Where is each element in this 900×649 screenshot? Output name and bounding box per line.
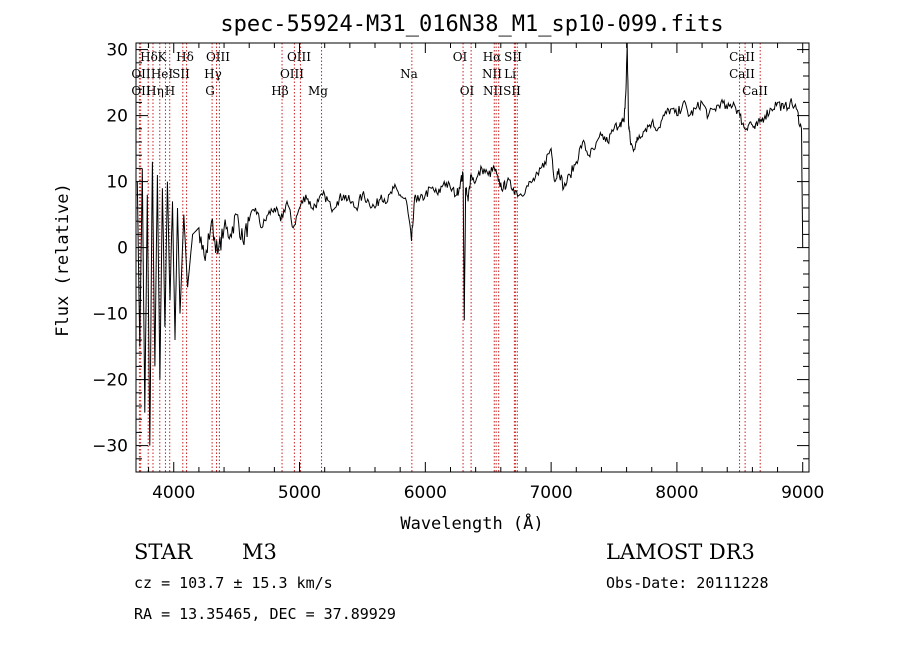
chart-title: spec-55924-M31_016N38_M1_sp10-099.fits [220,12,723,37]
obs-date: Obs-Date: 20111228 [606,574,769,592]
line-label-row3-9: CaII [742,84,768,98]
survey-name: LAMOST DR3 [606,540,755,564]
x-tick-label-4000: 4000 [152,483,195,503]
line-label-row3-1: Hη [146,84,164,98]
x-tick-label-6000: 6000 [404,483,447,503]
x-tick-label-8000: 8000 [655,483,698,503]
line-label-row2-2: SII [172,67,190,81]
y-axis-label: Flux (relative) [53,183,73,337]
y-tick-label--10: −10 [92,305,128,325]
line-label-row2-8: CaII [729,67,755,81]
coordinates: RA = 13.35465, DEC = 37.89929 [134,605,396,623]
line-label-row1-0: Hδ [140,50,158,64]
y-tick-label-0: 0 [117,239,128,259]
y-axis-ticks: −30 −20 −10 0 10 20 30 [92,41,809,460]
flux-series [136,42,804,446]
line-label-row1-6: Hα [483,50,502,64]
line-label-row1-1: K [158,50,168,64]
x-axis-ticks: 4000 5000 6000 7000 8000 9000 [148,43,824,503]
y-tick-label-30: 30 [106,41,128,61]
line-label-row3-4: Hβ [271,84,288,98]
line-label-row2-5: Na [400,67,418,81]
line-label-row1-8: CaII [729,50,755,64]
x-tick-label-9000: 9000 [781,483,824,503]
flux-line [136,42,804,446]
y-tick-label-10: 10 [106,173,128,193]
object-class: STAR [134,540,193,564]
line-label-row1-2: Hδ [176,50,194,64]
line-label-row2-7: Li [504,67,516,81]
redshift-text: cz = 103.7 ± 15.3 km/s [134,574,333,592]
emission-line-markers [138,43,761,472]
object-subclass: M3 [242,540,277,564]
line-label-row2-0: OII [131,67,151,81]
line-label-row2-3: Hγ [204,67,222,81]
line-label-row1-4: OIII [287,50,311,64]
line-label-row3-5: Mg [308,84,328,98]
x-tick-label-5000: 5000 [278,483,321,503]
x-axis-label: Wavelength (Å) [400,512,543,534]
line-label-row3-2: H [165,84,175,98]
line-label-row1-5: OI [453,50,468,64]
line-label-row3-8: SII [503,84,521,98]
y-tick-label-20: 20 [106,107,128,127]
plot-frame [135,42,810,473]
line-label-row1-3: OIII [206,50,230,64]
line-label-row3-6: OI [460,84,475,98]
y-tick-label--20: −20 [92,371,128,391]
line-label-row2-6: NII [482,67,502,81]
line-label-row1-7: SII [504,50,522,64]
line-label-row2-1: HeI [151,67,174,81]
line-label-row2-4: OIII [280,67,304,81]
line-label-row3-3: G [205,84,215,98]
y-tick-label--30: −30 [92,437,128,457]
line-label-row3-7: NII [483,84,503,98]
x-tick-label-7000: 7000 [529,483,572,503]
